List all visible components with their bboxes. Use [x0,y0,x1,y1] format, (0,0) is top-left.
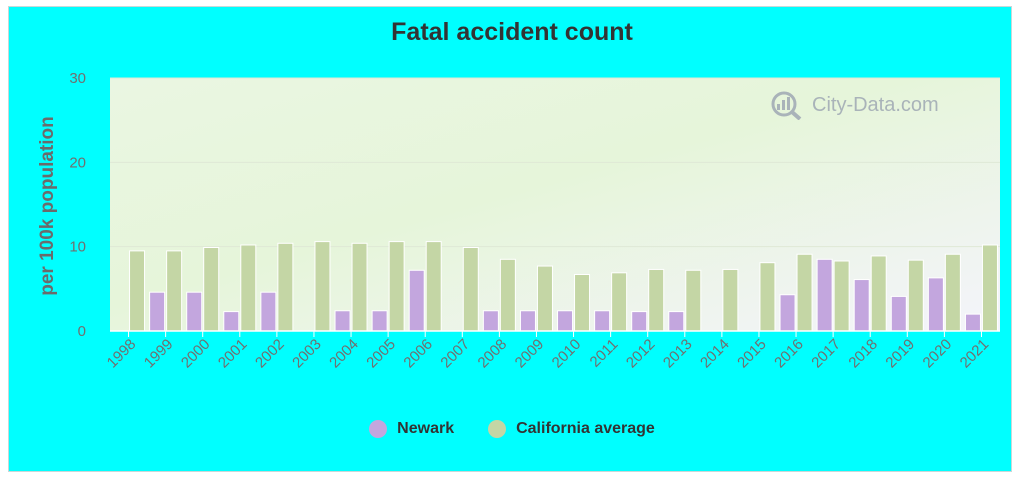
legend-swatch-california-average [488,420,507,438]
legend-label-california-average: California average [516,420,655,437]
bar-california-average-2009[interactable] [536,265,553,332]
bar-newark-2004[interactable] [334,310,351,332]
y-tick-label: 10 [69,239,86,256]
x-tick-label-2015: 2015 [734,336,770,372]
bar-newark-2013[interactable] [668,311,685,332]
bar-california-average-2002[interactable] [277,242,294,332]
legend: Newark California average [0,420,1024,438]
bar-newark-2005[interactable] [371,310,388,332]
bar-california-average-1998[interactable] [129,250,146,332]
x-tick-label-2005: 2005 [363,336,399,372]
bar-newark-2010[interactable] [557,310,574,332]
legend-swatch-newark [369,420,388,438]
bar-newark-2018[interactable] [853,279,870,332]
x-tick-label-2021: 2021 [957,336,993,372]
bar-newark-2002[interactable] [260,291,277,332]
bar-newark-2001[interactable] [223,311,240,332]
bar-california-average-1999[interactable] [166,250,183,332]
x-tick-label-2012: 2012 [623,336,659,372]
bar-newark-2011[interactable] [594,310,611,332]
bar-california-average-2015[interactable] [759,262,776,332]
x-tick-label-2004: 2004 [326,336,362,372]
bar-newark-2006[interactable] [408,269,425,332]
x-tick-label-1999: 1999 [141,336,177,372]
bar-california-average-2013[interactable] [685,269,702,332]
legend-item-newark[interactable]: Newark [369,420,454,438]
bar-newark-2008[interactable] [482,310,499,332]
bar-california-average-2017[interactable] [833,260,850,332]
bar-newark-2016[interactable] [779,294,796,332]
bar-california-average-2020[interactable] [944,253,961,332]
bar-california-average-2000[interactable] [203,247,220,332]
x-tick-label-2006: 2006 [400,336,436,372]
x-tick-label-2018: 2018 [845,336,881,372]
legend-item-california-average[interactable]: California average [488,420,655,438]
bar-newark-2012[interactable] [631,311,648,332]
x-tick-label-2011: 2011 [587,336,622,371]
bar-california-average-2010[interactable] [574,273,591,332]
x-tick-label-2016: 2016 [771,336,807,372]
x-tick-label-2019: 2019 [882,336,918,372]
watermark: City-Data.com [766,90,939,120]
x-tick-label-2009: 2009 [512,336,548,372]
watermark-text: City-Data.com [812,93,939,116]
bar-california-average-2012[interactable] [648,268,665,332]
legend-label-newark: Newark [397,420,455,437]
bar-newark-1999[interactable] [149,291,166,332]
x-tick-label-2002: 2002 [252,336,288,372]
bar-california-average-2016[interactable] [796,253,813,332]
x-tick-label-2014: 2014 [697,336,733,372]
bar-california-average-2014[interactable] [722,268,739,332]
bar-california-average-2001[interactable] [240,244,257,332]
x-tick-label-2001: 2001 [215,336,251,372]
bar-california-average-2018[interactable] [870,255,887,332]
y-tick-label: 20 [69,154,86,171]
bar-newark-2017[interactable] [816,258,833,332]
x-tick-label-2017: 2017 [808,336,844,372]
chart-title: Fatal accident count [391,18,633,46]
bar-california-average-2011[interactable] [611,272,628,332]
bar-california-average-2003[interactable] [314,241,331,332]
x-tick-label-2020: 2020 [920,336,956,372]
bar-california-average-2005[interactable] [388,241,405,332]
bar-newark-2020[interactable] [927,277,944,332]
bar-california-average-2008[interactable] [499,258,516,332]
plot-area [110,78,1000,331]
x-tick-label-2000: 2000 [178,336,214,372]
y-tick-label: 30 [69,70,86,87]
bar-california-average-2021[interactable] [981,244,998,332]
bar-california-average-2007[interactable] [462,247,479,332]
magnifier-chart-icon [771,91,802,120]
bar-newark-2021[interactable] [964,313,981,332]
bar-california-average-2019[interactable] [907,259,924,332]
x-tick-label-2007: 2007 [437,336,473,372]
bar-newark-2019[interactable] [890,295,907,332]
x-tick-label-2013: 2013 [660,336,696,372]
x-tick-label-2008: 2008 [475,336,511,372]
x-tick-label-2003: 2003 [289,336,325,372]
bar-newark-2009[interactable] [519,310,536,332]
x-tick-label-2010: 2010 [549,336,585,372]
y-tick-label: 0 [78,323,86,340]
x-tick-label-1998: 1998 [104,336,140,372]
bar-newark-2000[interactable] [186,291,203,332]
bar-california-average-2004[interactable] [351,242,368,332]
bar-california-average-2006[interactable] [425,241,442,332]
